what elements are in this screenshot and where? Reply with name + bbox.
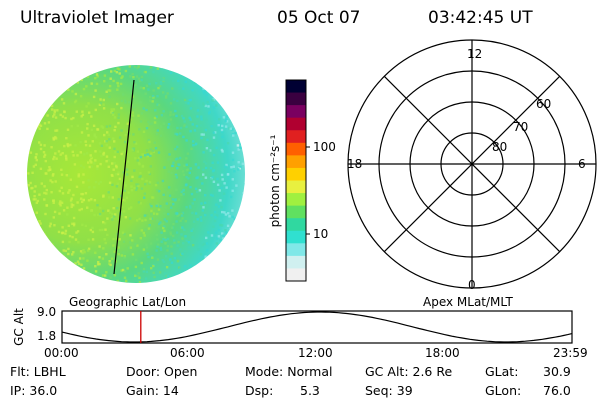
colorbar-unit-label: photon cm⁻²s⁻¹	[268, 134, 282, 228]
orbit-plot	[61, 310, 573, 344]
ip-status: IP: 36.0	[10, 383, 58, 398]
polar-plot	[347, 39, 597, 289]
colorbar-tick-100: 100	[313, 140, 336, 154]
orbit-x-tick: 06:00	[170, 346, 205, 360]
mlt-0-label: 0	[468, 278, 476, 292]
glon-value: 76.0	[543, 383, 571, 398]
gc-alt-status: GC Alt: 2.6 Re	[365, 364, 453, 379]
date-label: 05 Oct 07	[277, 8, 361, 28]
colorbar	[286, 80, 306, 282]
lat-80-label: 80	[492, 140, 508, 154]
orbit-x-tick: 12:00	[298, 346, 333, 360]
lat-60-label: 60	[536, 97, 552, 111]
uv-image-disc	[27, 65, 245, 283]
map-projection-label: Geographic Lat/Lon	[69, 295, 187, 309]
dsp-value: 5.3	[300, 383, 320, 398]
gain-status: Gain: 14	[126, 383, 179, 398]
orbit-y-top: 9.0	[37, 305, 57, 319]
mlt-12-label: 12	[467, 47, 483, 61]
mode-status: Mode: Normal	[245, 364, 333, 379]
time-label: 03:42:45 UT	[428, 8, 533, 28]
filter-status: Flt: LBHL	[10, 364, 66, 379]
terminator-line	[113, 79, 135, 275]
glon-label: GLon:	[485, 383, 522, 398]
colorbar-tick-10: 10	[313, 227, 329, 241]
dsp-label: Dsp:	[245, 383, 274, 398]
lat-70-label: 70	[513, 120, 529, 134]
orbit-ylabel: GC Alt	[12, 308, 26, 346]
seq-status: Seq: 39	[365, 383, 413, 398]
mlt-6-label: 6	[578, 157, 586, 171]
orbit-x-tick: 18:00	[425, 346, 460, 360]
orbit-x-tick: 00:00	[44, 346, 79, 360]
app-title: Ultraviolet Imager	[20, 8, 174, 28]
glat-value: 30.9	[543, 364, 571, 379]
mlt-18-label: 18	[347, 157, 363, 171]
orbit-y-bottom: 1.8	[37, 329, 57, 343]
glat-label: GLat:	[485, 364, 519, 379]
orbit-x-tick: 23:59	[553, 346, 588, 360]
polar-projection-label: Apex MLat/MLT	[423, 295, 513, 309]
door-status: Door: Open	[126, 364, 198, 379]
